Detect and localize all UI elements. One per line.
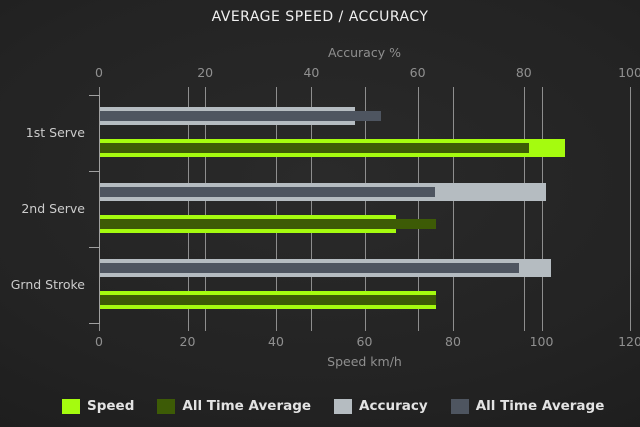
gridline xyxy=(188,87,189,331)
bar-speed-all-time xyxy=(100,219,437,229)
bottom-tick-label: 20 xyxy=(179,334,196,349)
category-label: Grnd Stroke xyxy=(10,277,85,292)
category-label: 1st Serve xyxy=(25,125,85,140)
bar-accuracy-all-time xyxy=(100,187,435,197)
gridline xyxy=(418,87,419,331)
gridline xyxy=(205,87,206,331)
gridline xyxy=(311,87,312,331)
legend-label: Speed xyxy=(87,398,135,414)
y-axis-tick xyxy=(89,247,99,248)
legend-swatch xyxy=(62,398,80,414)
y-axis-tick xyxy=(89,95,99,96)
bottom-tick-label: 80 xyxy=(445,334,461,349)
bottom-tick-label: 0 xyxy=(95,334,103,349)
top-tick-label: 20 xyxy=(197,65,214,80)
top-axis-title: Accuracy % xyxy=(328,45,401,60)
gridline xyxy=(630,87,631,331)
top-tick-label: 40 xyxy=(303,65,320,80)
gridline xyxy=(453,87,454,331)
category-label: 2nd Serve xyxy=(21,201,85,216)
gridline xyxy=(365,87,366,331)
top-tick-label: 60 xyxy=(409,65,426,80)
bar-speed-all-time xyxy=(100,295,437,305)
legend-swatch xyxy=(450,398,469,414)
y-axis-line xyxy=(99,95,100,324)
top-tick-label: 0 xyxy=(95,65,103,80)
gridline xyxy=(524,87,525,331)
bottom-tick-label: 120 xyxy=(618,334,640,349)
bottom-tick-label: 60 xyxy=(356,334,373,349)
legend: Speed All Time Average Accuracy All Time Av… xyxy=(62,398,604,414)
bottom-tick-label: 40 xyxy=(268,334,284,349)
y-axis-tick xyxy=(89,323,99,324)
chart-title: AVERAGE SPEED / ACCURACY xyxy=(211,9,429,25)
legend-item: All Time Average xyxy=(450,398,605,414)
legend-label: Accuracy xyxy=(359,398,428,414)
legend-item: Speed xyxy=(62,398,134,414)
bar-accuracy-all-time xyxy=(100,111,382,121)
top-tick-label: 80 xyxy=(515,65,532,80)
legend-label: All Time Average xyxy=(475,398,605,414)
bar-speed-all-time xyxy=(100,143,530,153)
legend-item: All Time Average xyxy=(157,398,311,414)
legend-item: Accuracy xyxy=(334,398,428,414)
legend-swatch xyxy=(334,398,353,414)
y-axis-tick xyxy=(89,171,99,172)
gridline xyxy=(542,87,543,331)
bottom-tick-label: 100 xyxy=(529,334,554,349)
bottom-axis-title: Speed km/h xyxy=(327,354,402,369)
legend-swatch xyxy=(157,398,176,414)
top-tick-label: 100 xyxy=(618,65,640,80)
bar-accuracy-all-time xyxy=(100,263,520,273)
gridline xyxy=(276,87,277,331)
legend-label: All Time Average xyxy=(182,398,312,414)
